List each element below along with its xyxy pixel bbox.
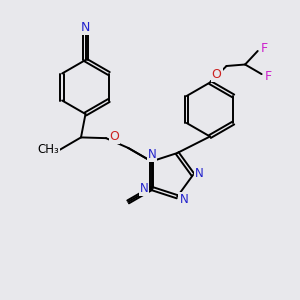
Text: O: O — [110, 130, 119, 143]
Text: O: O — [212, 68, 221, 81]
Text: N: N — [195, 167, 204, 180]
Text: N: N — [140, 182, 148, 195]
Text: N: N — [179, 193, 188, 206]
Text: N: N — [81, 21, 90, 34]
Text: F: F — [261, 42, 268, 55]
Text: CH₃: CH₃ — [37, 143, 59, 156]
Text: F: F — [265, 70, 272, 83]
Text: N: N — [148, 148, 157, 161]
